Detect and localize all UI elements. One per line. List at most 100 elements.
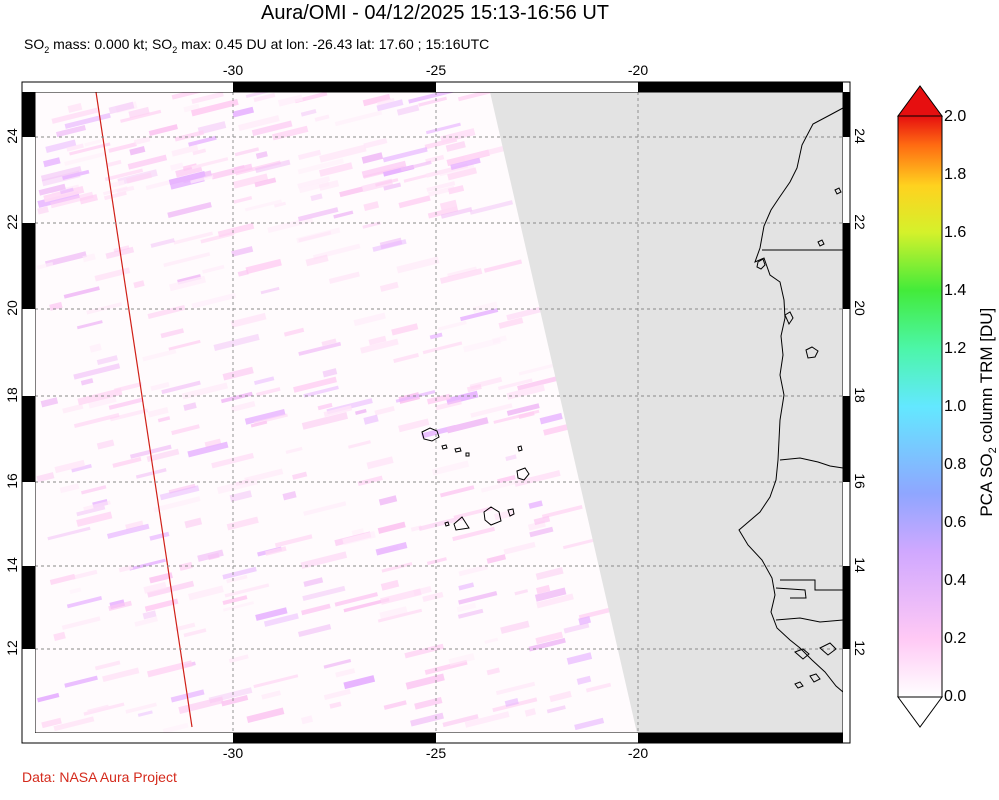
so2-pixel: [213, 333, 260, 352]
so2-pixel: [148, 124, 178, 137]
map-title: Aura/OMI - 04/12/2025 15:13-16:56 UT: [261, 2, 609, 24]
so2-pixel: [486, 667, 501, 676]
so2-pixel: [103, 190, 127, 201]
so2-pixel: [37, 692, 60, 703]
so2-pixel: [36, 472, 55, 483]
lat-tick-left: 22: [4, 214, 20, 230]
so2-pixel: [447, 185, 465, 195]
so2-pixel: [222, 566, 257, 580]
so2-pixel: [255, 607, 288, 621]
so2-pixel: [171, 92, 209, 100]
so2-pixel: [285, 446, 303, 455]
so2-pixel: [533, 515, 551, 526]
so2-pixel: [297, 207, 339, 222]
map-grid: [35, 92, 843, 733]
so2-pixel: [410, 712, 444, 727]
so2-pixel: [503, 541, 536, 555]
so2-pixel: [439, 268, 483, 284]
so2-pixel: [334, 592, 378, 607]
so2-pixel: [254, 177, 277, 188]
so2-pixel: [377, 521, 406, 534]
so2-pixel: [460, 308, 499, 322]
so2-pixel: [504, 698, 519, 707]
so2-pixel: [191, 292, 237, 309]
so2-pixel: [361, 178, 393, 193]
colorbar-tick: 0.8: [944, 456, 967, 473]
so2-pixel: [47, 526, 91, 541]
so2-pixel: [237, 269, 249, 277]
so2-pixel: [563, 622, 590, 634]
swath-edge-line: [95, 91, 193, 728]
so2-pixel: [500, 620, 530, 634]
so2-pixel: [192, 148, 207, 156]
so2-pixel: [458, 590, 498, 605]
so2-pixel: [69, 587, 82, 594]
colorbar-tick: 0.4: [944, 572, 967, 589]
so2-pixel: [328, 271, 360, 284]
so2-pixel: [472, 301, 498, 314]
axis-borders: [21, 81, 851, 744]
so2-pixel: [221, 695, 249, 707]
colorbar-min-arrow: [897, 696, 943, 728]
colorbar-tick: 1.8: [944, 166, 967, 183]
so2-pixel: [184, 517, 203, 529]
so2-pixel: [458, 564, 488, 577]
so2-pixel: [464, 711, 510, 728]
so2-pixel: [109, 180, 125, 189]
so2-pixel: [484, 637, 499, 644]
so2-pixel: [255, 159, 291, 174]
so2-pixel: [160, 328, 185, 339]
so2-pixel: [524, 708, 537, 717]
so2-pixel: [222, 601, 254, 612]
so2-pixel: [576, 675, 592, 685]
so2-pixel: [171, 424, 200, 436]
so2-pixel: [83, 702, 125, 716]
so2-pixel: [296, 227, 341, 244]
so2-pixel: [277, 94, 303, 107]
so2-pixel: [293, 376, 337, 393]
colorbar-tick: 1.6: [944, 224, 967, 241]
so2-pixel: [463, 337, 501, 353]
lon-tick-top: -25: [425, 62, 447, 78]
so2-pixel: [134, 616, 158, 627]
so2-pixel: [404, 643, 444, 659]
so2-pixel: [426, 557, 447, 566]
so2-pixel: [83, 500, 111, 511]
so2-pixel: [549, 690, 572, 703]
so2-pixel: [190, 174, 214, 184]
so2-pixel: [232, 106, 255, 118]
so2-pixel: [446, 390, 479, 405]
so2-pixel: [374, 406, 395, 416]
so2-pixel: [342, 531, 376, 546]
so2-pixel: [167, 202, 212, 218]
so2-pixel: [298, 624, 332, 638]
so2-pixel: [301, 603, 331, 616]
so2-pixel: [59, 483, 80, 494]
so2-pixel: [255, 151, 268, 159]
so2-pixel: [379, 606, 408, 620]
so2-pixel: [368, 335, 387, 346]
so2-pixel: [147, 407, 169, 418]
so2-pixel: [319, 144, 367, 163]
so2-pixel: [457, 608, 484, 619]
so2-pixel: [143, 581, 167, 594]
so2-pixel: [517, 375, 561, 391]
lon-tick-bottom: -30: [222, 745, 244, 761]
so2-pixel: [43, 157, 61, 168]
so2-pixel: [366, 456, 394, 470]
so2-pixel: [429, 332, 443, 340]
so2-pixel: [76, 320, 103, 330]
so2-pixel: [150, 382, 170, 392]
colorbar: [897, 85, 943, 728]
so2-pixel: [200, 231, 235, 244]
so2-pixel: [231, 400, 256, 413]
so2-pixel: [127, 154, 168, 170]
so2-pixel: [77, 387, 123, 406]
so2-pixel: [297, 158, 344, 175]
so2-pixel: [437, 320, 467, 331]
so2-pixel: [381, 562, 413, 573]
so2-pixel: [88, 395, 117, 409]
west-africa-coastline: [738, 107, 844, 693]
so2-pixel: [245, 258, 282, 275]
so2-pixel: [380, 588, 422, 605]
